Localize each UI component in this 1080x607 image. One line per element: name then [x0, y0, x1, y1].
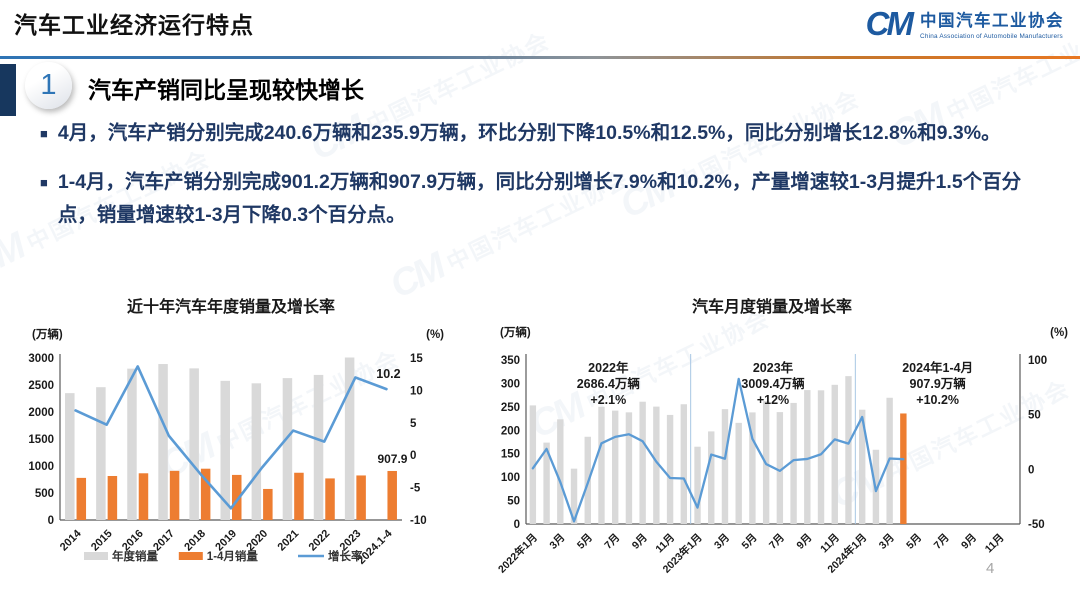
svg-text:100: 100	[1028, 355, 1047, 367]
svg-text:2024年1-4月: 2024年1-4月	[902, 360, 973, 375]
svg-text:9月: 9月	[794, 532, 814, 552]
svg-text:0: 0	[514, 519, 520, 531]
svg-text:3月: 3月	[712, 532, 732, 552]
svg-text:-50: -50	[1028, 519, 1045, 531]
svg-text:0: 0	[1028, 464, 1034, 476]
bullet-text: 4月，汽车产销分别完成240.6万辆和235.9万辆，环比分别下降10.5%和1…	[57, 122, 1001, 144]
svg-text:10: 10	[410, 385, 423, 397]
svg-text:(万辆): (万辆)	[500, 325, 531, 339]
bullet-item: ■ 4月，汽车产销分别完成240.6万辆和235.9万辆，环比分别下降10.5%…	[40, 117, 1054, 149]
section-number: 1	[40, 69, 57, 101]
svg-text:+10.2%: +10.2%	[916, 393, 959, 407]
svg-text:9月: 9月	[959, 532, 979, 552]
svg-text:250: 250	[501, 402, 520, 414]
svg-text:5: 5	[410, 418, 417, 430]
svg-text:3000: 3000	[28, 353, 54, 365]
svg-text:907.9万辆: 907.9万辆	[910, 376, 967, 391]
svg-text:11月: 11月	[818, 532, 842, 556]
svg-text:2000: 2000	[28, 407, 54, 419]
svg-text:年度销量: 年度销量	[112, 549, 158, 563]
svg-text:10.2: 10.2	[376, 367, 400, 381]
svg-text:100: 100	[501, 472, 520, 484]
svg-text:(%): (%)	[1050, 327, 1068, 339]
caam-logo-icon: CM	[865, 5, 914, 42]
svg-text:1-4月销量: 1-4月销量	[207, 549, 259, 563]
svg-text:50: 50	[1028, 410, 1041, 422]
page-number: 4	[986, 560, 995, 577]
svg-text:(万辆): (万辆)	[32, 327, 63, 341]
svg-text:1000: 1000	[28, 461, 54, 473]
svg-text:-5: -5	[410, 483, 421, 495]
svg-text:500: 500	[35, 488, 54, 500]
svg-text:-10: -10	[410, 515, 427, 527]
svg-text:增长率: 增长率	[328, 549, 363, 563]
svg-text:近十年汽车年度销量及增长率: 近十年汽车年度销量及增长率	[127, 297, 335, 316]
svg-text:11月: 11月	[983, 532, 1007, 556]
svg-text:2023: 2023	[338, 528, 364, 554]
svg-text:5月: 5月	[575, 532, 595, 552]
svg-text:2014: 2014	[58, 527, 84, 553]
bullet-square-icon: ■	[40, 126, 48, 141]
svg-text:2686.4万辆: 2686.4万辆	[577, 376, 641, 391]
svg-text:7月: 7月	[932, 532, 952, 552]
svg-text:15: 15	[410, 353, 423, 365]
section-heading: 汽车产销同比呈现较快增长	[88, 77, 364, 103]
section-number-badge: 1	[25, 62, 72, 109]
svg-text:50: 50	[507, 496, 520, 508]
svg-text:3月: 3月	[877, 532, 897, 552]
section-accent-tab	[0, 64, 16, 116]
svg-text:2017: 2017	[151, 528, 177, 554]
svg-text:0: 0	[410, 450, 416, 462]
svg-text:2022年: 2022年	[588, 360, 629, 375]
svg-text:907.9: 907.9	[377, 452, 407, 466]
svg-text:300: 300	[501, 378, 520, 390]
svg-text:350: 350	[501, 355, 520, 367]
svg-text:汽车月度销量及增长率: 汽车月度销量及增长率	[692, 297, 852, 316]
caam-logo: CM 中国汽车工业协会 China Association of Automob…	[866, 7, 1064, 40]
bullet-item: ■ 1-4月，汽车产销分别完成901.2万辆和907.9万辆，同比分别增长7.9…	[40, 166, 1054, 231]
svg-text:(%): (%)	[426, 329, 444, 341]
svg-text:5月: 5月	[739, 532, 759, 552]
svg-text:+2.1%: +2.1%	[590, 393, 626, 407]
svg-text:2016: 2016	[120, 528, 146, 554]
svg-text:3009.4万辆: 3009.4万辆	[741, 376, 805, 391]
logo-name-cn: 中国汽车工业协会	[920, 12, 1064, 30]
svg-text:0: 0	[48, 515, 54, 527]
svg-text:2020: 2020	[244, 528, 270, 554]
bullet-list: ■ 4月，汽车产销分别完成240.6万辆和235.9万辆，环比分别下降10.5%…	[40, 117, 1054, 248]
svg-text:2018: 2018	[182, 528, 208, 554]
svg-text:5月: 5月	[904, 532, 924, 552]
logo-name-en: China Association of Automobile Manufact…	[920, 33, 1063, 40]
annual-sales-chart: 近十年汽车年度销量及增长率 (万辆) (%) 0 500 1000 1500 2000 2500…	[28, 297, 444, 567]
svg-text:11月: 11月	[653, 532, 677, 556]
svg-text:1500: 1500	[28, 434, 54, 446]
svg-text:200: 200	[501, 425, 520, 437]
svg-text:2022年1月: 2022年1月	[495, 531, 540, 576]
charts-row: 近十年汽车年度销量及增长率 (万辆) (%) 0 500 1000 1500 2000 2500…	[12, 292, 1078, 597]
svg-text:150: 150	[501, 449, 520, 461]
svg-text:2015: 2015	[89, 528, 115, 554]
header-divider	[0, 56, 1080, 59]
bullet-square-icon: ■	[40, 175, 48, 191]
svg-text:2022: 2022	[307, 528, 333, 554]
page-title: 汽车工业经济运行特点	[14, 12, 254, 38]
watermark-logo-mark: CM	[0, 225, 30, 287]
svg-text:9月: 9月	[630, 532, 650, 552]
bullet-text: 1-4月，汽车产销分别完成901.2万辆和907.9万辆，同比分别增长7.9%和…	[57, 171, 1022, 226]
svg-text:2023年: 2023年	[753, 360, 794, 375]
svg-text:+12%: +12%	[757, 393, 789, 407]
svg-text:2019: 2019	[213, 528, 239, 554]
monthly-sales-chart: 汽车月度销量及增长率 (万辆) (%) 0 50 100 150 200 250 300 350 -5…	[495, 297, 1068, 576]
svg-text:7月: 7月	[602, 532, 622, 552]
svg-text:2500: 2500	[28, 380, 54, 392]
svg-text:3月: 3月	[547, 532, 567, 552]
svg-text:7月: 7月	[767, 532, 787, 552]
svg-text:2021: 2021	[276, 528, 302, 554]
